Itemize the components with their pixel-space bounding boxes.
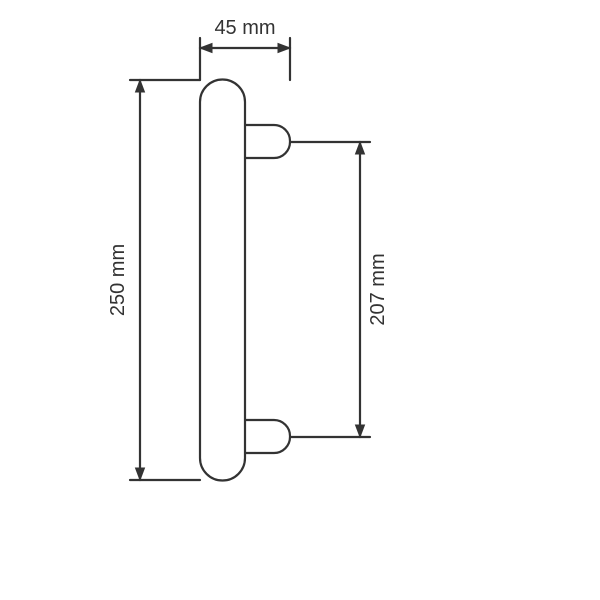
technical-drawing: 45 mm 250 mm 207 mm <box>0 0 600 600</box>
dim-height-left-label: 250 mm <box>107 244 129 316</box>
dim-height-right-label: 207 mm <box>367 253 389 325</box>
dim-width-label: 45 mm <box>214 17 275 39</box>
